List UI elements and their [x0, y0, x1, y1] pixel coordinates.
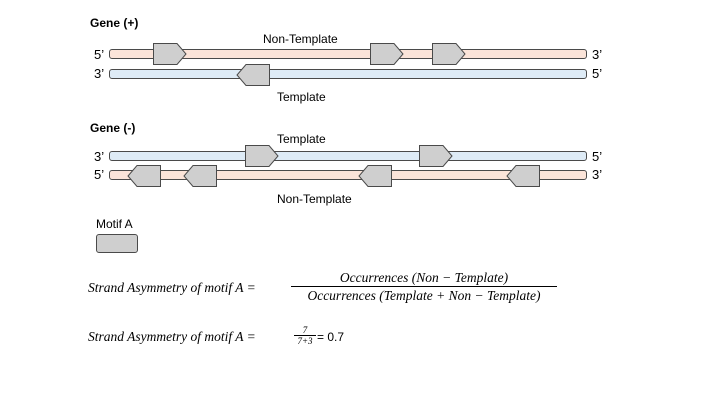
gene-plus-top-right-end: 3’	[592, 47, 603, 62]
formula-fraction: Occurrences (Non − Template) Occurrences…	[291, 270, 557, 304]
gene-plus-top-left-end: 5’	[94, 47, 105, 62]
formula-denominator: Occurrences (Template + Non − Template)	[291, 286, 557, 304]
motif-left-icon	[183, 165, 217, 187]
motif-right-icon	[370, 43, 404, 65]
motif-left-icon	[127, 165, 161, 187]
legend-label: Motif A	[96, 217, 133, 231]
example-result: = 0.7	[317, 330, 345, 344]
gene-plus-title: Gene (+)	[90, 16, 139, 30]
motif-right-icon	[432, 43, 466, 65]
gene-minus-template-strand	[109, 151, 587, 161]
formula-numerator: Occurrences (Non − Template)	[339, 270, 509, 285]
gene-plus-non-template-strand	[109, 49, 587, 59]
example-lhs: Strand Asymmetry of motif A =	[88, 329, 256, 344]
gene-minus-bottom-left-end: 5’	[94, 167, 105, 182]
gene-minus-title: Gene (-)	[90, 121, 136, 135]
legend-motif-swatch	[96, 234, 138, 253]
motif-left-icon	[236, 64, 270, 86]
gene-minus-bottom-right-end: 3’	[592, 167, 603, 182]
motif-right-icon	[419, 145, 453, 167]
motif-right-icon	[153, 43, 187, 65]
example-denominator: 7+3	[294, 335, 316, 346]
motif-left-icon	[506, 165, 540, 187]
gene-minus-top-left-end: 3’	[94, 149, 105, 164]
gene-plus-bottom-right-end: 5’	[592, 66, 603, 81]
gene-minus-non-template-label: Non-Template	[277, 192, 352, 206]
formula-lhs: Strand Asymmetry of motif A =	[88, 280, 256, 295]
gene-plus-bottom-left-end: 3’	[94, 66, 105, 81]
gene-minus-non-template-strand	[109, 170, 587, 180]
example-fraction: 7 7+3	[294, 325, 316, 346]
gene-plus-template-strand	[109, 69, 587, 79]
gene-minus-template-label: Template	[277, 132, 326, 146]
gene-plus-template-label: Template	[277, 90, 326, 104]
gene-plus-non-template-label: Non-Template	[263, 32, 338, 46]
example-numerator: 7	[302, 325, 308, 335]
motif-left-icon	[358, 165, 392, 187]
gene-minus-top-right-end: 5’	[592, 149, 603, 164]
motif-right-icon	[245, 145, 279, 167]
